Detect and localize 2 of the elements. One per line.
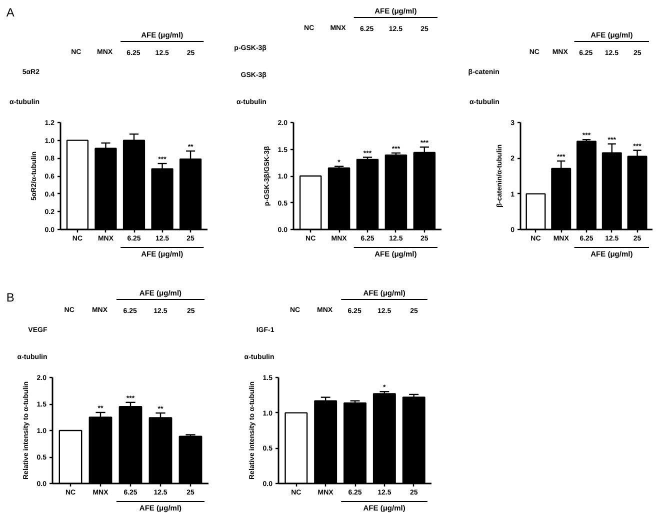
chart-title: B: [6, 290, 14, 304]
chart-title: A: [6, 6, 14, 20]
